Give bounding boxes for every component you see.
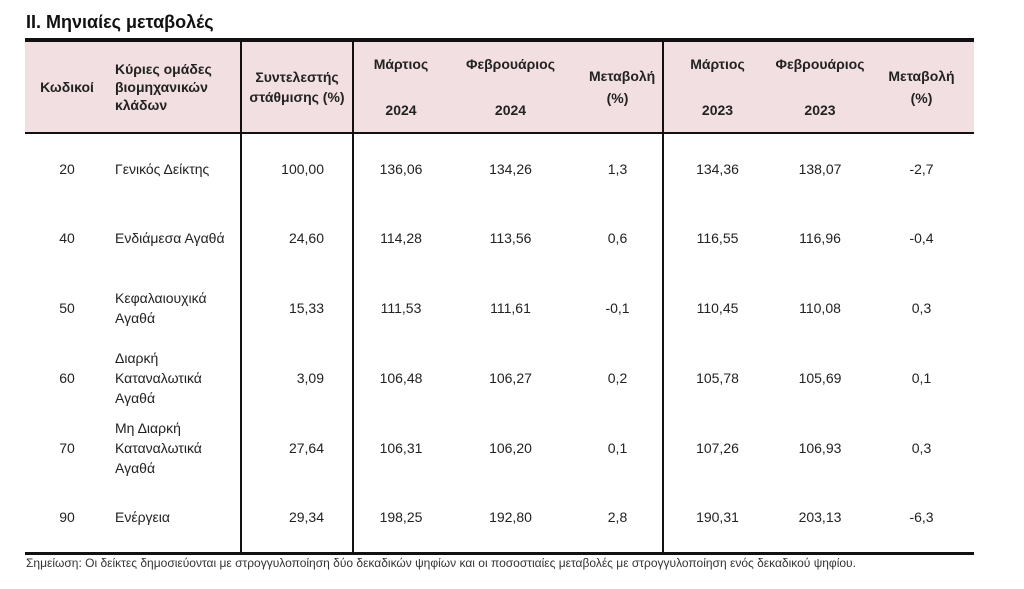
cell-code: 60 — [59, 370, 75, 386]
header-march-2023: Μάρτιος 2023 — [663, 38, 771, 134]
cell-change-2024: 2,8 — [573, 483, 664, 555]
cell-march-2023: 116,55 — [696, 230, 739, 246]
table-row: 60 Διαρκή Καταναλωτικά Αγαθά 3,09 106,48… — [25, 343, 974, 413]
cell-group: Διαρκή Καταναλωτικά Αγαθά — [109, 343, 242, 413]
cell-change-2024: -0,1 — [573, 273, 664, 343]
table-row: 40 Ενδιάμεσα Αγαθά 24,60 114,28 113,56 0… — [25, 203, 974, 273]
cell-february-2024: 134,26 — [489, 160, 532, 177]
header-change-2023: Μεταβολή (%) — [869, 38, 974, 134]
header-weight: Συντελεστής στάθμισης (%) — [241, 38, 354, 134]
table-row: 50 Κεφαλαιουχικά Αγαθά 15,33 111,53 111,… — [25, 273, 974, 343]
cell-february-2023: 110,08 — [799, 300, 841, 316]
cell-weight: 3,09 — [241, 343, 354, 413]
header-march-2024-label: Μάρτιος — [373, 56, 429, 72]
cell-march-2024: 106,31 — [379, 440, 423, 456]
cell-group: Γενικός Δείκτης — [109, 133, 242, 203]
cell-change-2024: 0,6 — [573, 203, 664, 273]
cell-february-2024: 106,27 — [489, 370, 532, 386]
cell-change-2023: -0,4 — [909, 230, 934, 246]
header-february-2024: Φεβρουάριος 2024 — [448, 38, 573, 134]
header-february-2024-year: 2024 — [494, 102, 527, 118]
header-march-2024-year: 2024 — [385, 102, 417, 118]
header-february-2023-label: Φεβρουάριος — [775, 56, 865, 72]
cell-march-2023: 105,78 — [696, 370, 739, 386]
header-february-2023-year: 2023 — [804, 102, 836, 118]
cell-february-2024: 111,61 — [490, 300, 531, 316]
cell-weight: 27,64 — [241, 413, 354, 483]
footnote: Σημείωση: Οι δείκτες δημοσιεύονται με στ… — [26, 556, 856, 570]
header-change-2024: Μεταβολή (%) — [573, 38, 664, 134]
cell-february-2024: 192,80 — [448, 483, 573, 555]
cell-february-2023: 138,07 — [798, 160, 842, 177]
cell-weight: 29,34 — [241, 483, 354, 555]
header-march-2023-year: 2023 — [701, 102, 734, 118]
page-title: II. Μηνιαίες μεταβολές — [26, 12, 214, 32]
cell-weight: 24,60 — [241, 203, 354, 273]
cell-code: 90 — [25, 483, 109, 555]
cell-march-2024: 114,28 — [380, 230, 422, 246]
header-february-2023: Φεβρουάριος 2023 — [771, 38, 869, 134]
cell-february-2023: 106,93 — [798, 440, 842, 456]
cell-march-2023: 134,36 — [696, 160, 739, 177]
header-code: Κωδικοί — [25, 38, 109, 134]
header-february-2024-label: Φεβρουάριος — [465, 56, 556, 72]
cell-february-2024: 106,20 — [489, 440, 532, 456]
cell-weight: 15,33 — [241, 273, 354, 343]
cell-march-2023: 110,45 — [696, 300, 739, 316]
cell-february-2023: 116,96 — [799, 230, 841, 246]
cell-march-2023: 107,26 — [696, 440, 739, 456]
cell-change-2023: 0,1 — [911, 370, 932, 386]
cell-march-2024: 198,25 — [353, 483, 448, 555]
table-row: 90 Ενέργεια 29,34 198,25 192,80 2,8 190,… — [25, 483, 974, 555]
cell-group: Ενδιάμεσα Αγαθά — [109, 203, 242, 273]
monthly-changes-table: Κωδικοί Κύριες ομάδες βιομηχανικών κλάδω… — [25, 38, 974, 555]
cell-weight: 100,00 — [241, 133, 354, 203]
cell-group: Μη Διαρκή Καταναλωτικά Αγαθά — [109, 413, 242, 483]
header-march-2024: Μάρτιος 2024 — [353, 38, 448, 134]
cell-february-2023: 105,69 — [798, 370, 842, 386]
table-row: 70 Μη Διαρκή Καταναλωτικά Αγαθά 27,64 10… — [25, 413, 974, 483]
cell-group: Κεφαλαιουχικά Αγαθά — [109, 273, 242, 343]
cell-change-2024: 0,2 — [573, 343, 664, 413]
cell-march-2024: 106,48 — [379, 370, 423, 386]
cell-change-2023: -2,7 — [909, 160, 934, 177]
cell-code: 70 — [59, 440, 75, 456]
header-groups: Κύριες ομάδες βιομηχανικών κλάδων — [109, 38, 242, 134]
cell-change-2023: -6,3 — [869, 483, 974, 555]
monthly-changes-table-wrapper: Κωδικοί Κύριες ομάδες βιομηχανικών κλάδω… — [25, 38, 974, 555]
cell-march-2024: 136,06 — [379, 160, 423, 177]
header-row: Κωδικοί Κύριες ομάδες βιομηχανικών κλάδω… — [25, 38, 974, 134]
cell-change-2024: 1,3 — [573, 133, 664, 203]
cell-change-2024: 0,1 — [573, 413, 664, 483]
header-march-2023-label: Μάρτιος — [690, 56, 745, 72]
cell-group: Ενέργεια — [109, 483, 242, 555]
cell-february-2023: 203,13 — [771, 483, 869, 555]
cell-change-2023: 0,3 — [911, 300, 932, 316]
cell-code: 40 — [59, 230, 75, 246]
table-row: 20 Γενικός Δείκτης 100,00 136,06 134,26 … — [25, 133, 974, 203]
cell-march-2024: 111,53 — [380, 300, 422, 316]
cell-march-2023: 190,31 — [663, 483, 771, 555]
cell-code: 50 — [59, 300, 75, 316]
cell-change-2023: 0,3 — [911, 440, 932, 456]
cell-february-2024: 113,56 — [489, 230, 532, 246]
cell-code: 20 — [59, 160, 75, 177]
